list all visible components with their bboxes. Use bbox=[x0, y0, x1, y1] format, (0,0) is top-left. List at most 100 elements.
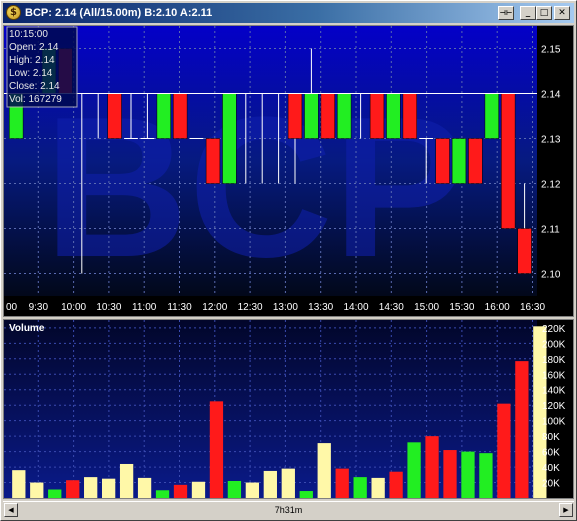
price-tick-label: 2.12 bbox=[541, 180, 561, 191]
volume-bar bbox=[173, 484, 188, 498]
volume-bar bbox=[137, 477, 152, 498]
volume-tick-label: 180K bbox=[542, 355, 566, 366]
volume-bar bbox=[30, 482, 44, 498]
price-tick-label: 2.10 bbox=[541, 270, 561, 281]
volume-bar bbox=[407, 442, 421, 498]
candle-body bbox=[337, 93, 352, 139]
time-tick-label: 16:00 bbox=[485, 302, 510, 313]
price-tick-label: 2.13 bbox=[541, 135, 561, 146]
time-tick-label: 10:30 bbox=[96, 302, 121, 313]
price-tick-label: 2.15 bbox=[541, 45, 561, 56]
candle-body bbox=[287, 93, 303, 139]
pin-button[interactable]: ⊣⊢ bbox=[498, 6, 514, 20]
scroll-right-button[interactable]: ▶ bbox=[559, 503, 573, 517]
volume-bar bbox=[245, 482, 260, 498]
candle-body bbox=[173, 93, 188, 139]
volume-bar bbox=[227, 480, 242, 498]
volume-tick-label: 120K bbox=[542, 401, 566, 412]
candle-body bbox=[222, 93, 237, 184]
maximize-button[interactable]: □ bbox=[536, 6, 552, 20]
info-box: 10:15:00 Open: 2.14 High: 2.14 Low: 2.14… bbox=[6, 26, 78, 108]
candle-body bbox=[402, 93, 417, 139]
time-tick-label: 11:00 bbox=[132, 302, 157, 313]
volume-bar bbox=[317, 443, 331, 498]
close-icon: ✕ bbox=[558, 8, 566, 18]
price-panel[interactable]: BCP 2.15 2.14 2.13 2.12 2.11 2.10 00 9:30 10:00… bbox=[3, 25, 574, 317]
volume-tick-label: 160K bbox=[542, 370, 566, 381]
time-tick-label: 15:30 bbox=[449, 302, 474, 313]
time-tick-label: 14:30 bbox=[379, 302, 404, 313]
volume-tick-label: 140K bbox=[542, 386, 566, 397]
volume-panel[interactable]: 220K 200K 180K 160K 140K 120K 100K 80K 60K 40K 20K… bbox=[3, 319, 574, 499]
time-tick-label: 12:00 bbox=[202, 302, 227, 313]
info-close: Close: 2.14 bbox=[9, 81, 60, 92]
volume-bar bbox=[461, 451, 475, 498]
volume-bar bbox=[101, 478, 116, 498]
candle-body bbox=[107, 93, 122, 139]
info-time: 10:15:00 bbox=[9, 29, 48, 40]
time-tick-label: 15:00 bbox=[414, 302, 439, 313]
price-tick-label: 2.14 bbox=[541, 90, 561, 101]
time-axis bbox=[4, 296, 573, 316]
volume-bar bbox=[155, 490, 170, 498]
price-tick-label: 2.11 bbox=[541, 225, 560, 236]
time-tick-label: 10:00 bbox=[61, 302, 86, 313]
candle-body bbox=[369, 93, 385, 139]
minimize-icon: _ bbox=[525, 8, 531, 18]
close-button[interactable]: ✕ bbox=[554, 6, 570, 20]
volume-bar bbox=[119, 463, 134, 498]
dollar-icon: $ bbox=[6, 5, 21, 20]
title-bar[interactable]: $ BCP: 2.14 (All/15.00m) B:2.10 A:2.11 ⊣… bbox=[3, 3, 574, 23]
scroll-left-button[interactable]: ◀ bbox=[4, 503, 18, 517]
candle-body bbox=[386, 93, 401, 139]
time-tick-label: 13:30 bbox=[308, 302, 333, 313]
info-open: Open: 2.14 bbox=[9, 42, 59, 53]
info-volume: Vol: 167279 bbox=[9, 94, 62, 105]
minimize-button[interactable]: _ bbox=[520, 6, 536, 20]
candle-body bbox=[435, 138, 450, 184]
volume-bar bbox=[209, 401, 224, 498]
price-chart[interactable]: BCP 2.152.142.132.122.112.10 00 9:30 10:00… bbox=[4, 26, 573, 316]
volume-tick-label: 100K bbox=[542, 417, 566, 428]
time-tick-label: 9:30 bbox=[29, 302, 49, 313]
time-tick-label: 00 bbox=[6, 302, 18, 313]
volume-bar bbox=[389, 471, 403, 498]
volume-chart[interactable]: 220K 200K 180K 160K 140K 120K 100K 80K 60K 40K 20K… bbox=[4, 320, 573, 498]
time-tick-label: 14:00 bbox=[343, 302, 368, 313]
candle-body bbox=[501, 93, 516, 229]
right-arrow-icon: ▶ bbox=[563, 506, 569, 514]
candle-body bbox=[320, 93, 335, 139]
maximize-icon: □ bbox=[539, 8, 549, 18]
volume-bar bbox=[84, 477, 98, 498]
volume-bar bbox=[533, 326, 547, 498]
volume-tick-label: 20K bbox=[542, 479, 560, 490]
time-tick-label: 13:00 bbox=[273, 302, 298, 313]
window-title: BCP: 2.14 (All/15.00m) B:2.10 A:2.11 bbox=[25, 7, 213, 19]
volume-bar bbox=[12, 470, 26, 498]
volume-tick-label: 60K bbox=[542, 448, 560, 459]
candle-body bbox=[451, 138, 467, 184]
volume-bar bbox=[479, 453, 493, 498]
time-tick-label: 16:30 bbox=[520, 302, 545, 313]
volume-bar bbox=[263, 470, 277, 498]
volume-tick-label: 220K bbox=[542, 324, 566, 335]
volume-tick-label: 40K bbox=[542, 463, 560, 474]
volume-bar bbox=[371, 477, 385, 498]
volume-label: Volume bbox=[9, 323, 45, 334]
volume-bar bbox=[66, 480, 80, 498]
horizontal-scrollbar[interactable]: 7h31m ◀ ▶ bbox=[3, 501, 574, 518]
volume-bar bbox=[191, 481, 206, 498]
volume-bar bbox=[353, 477, 367, 498]
candle-body bbox=[304, 93, 319, 139]
volume-bar bbox=[48, 489, 62, 498]
volume-bar bbox=[425, 436, 439, 498]
volume-bar bbox=[497, 403, 511, 498]
info-high: High: 2.14 bbox=[9, 55, 55, 66]
left-arrow-icon: ◀ bbox=[8, 506, 14, 514]
time-tick-label: 11:30 bbox=[167, 302, 192, 313]
candle-body bbox=[468, 138, 483, 184]
volume-bar bbox=[515, 361, 529, 498]
volume-tick-label: 200K bbox=[542, 339, 566, 350]
volume-bar bbox=[443, 450, 457, 498]
